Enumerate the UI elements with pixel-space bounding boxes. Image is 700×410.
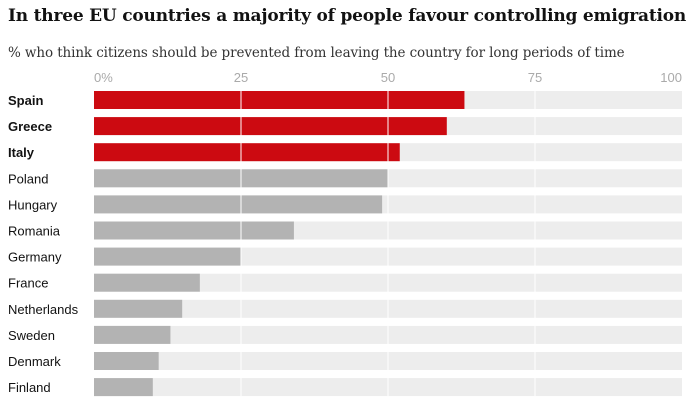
chart-subtitle: % who think citizens should be prevented… (8, 45, 625, 61)
x-tick-label: 25 (234, 70, 248, 85)
category-label: Sweden (8, 328, 55, 343)
x-tick-label: 0% (94, 70, 113, 85)
category-label: Netherlands (8, 302, 79, 317)
category-label: France (8, 276, 48, 291)
bar (94, 299, 183, 318)
x-tick-label: 50 (381, 70, 395, 85)
chart-title: In three EU countries a majority of peop… (8, 6, 687, 26)
bar (94, 91, 465, 109)
category-label: Germany (8, 250, 62, 265)
category-label: Denmark (8, 354, 61, 369)
bar (94, 378, 153, 397)
bar (94, 273, 200, 292)
bar (94, 325, 171, 344)
bar (94, 247, 241, 266)
category-label: Greece (8, 119, 52, 134)
bar (94, 117, 447, 136)
bar (94, 221, 294, 240)
category-label: Poland (8, 171, 48, 186)
bar (94, 143, 400, 162)
category-label: Romania (8, 224, 61, 239)
category-label: Spain (8, 93, 43, 108)
category-label: Italy (8, 145, 35, 160)
bar (94, 195, 383, 214)
bar (94, 352, 159, 370)
x-tick-label: 100 (660, 70, 682, 85)
category-label: Hungary (8, 197, 58, 212)
category-label: Finland (8, 380, 51, 395)
x-tick-label: 75 (528, 70, 542, 85)
